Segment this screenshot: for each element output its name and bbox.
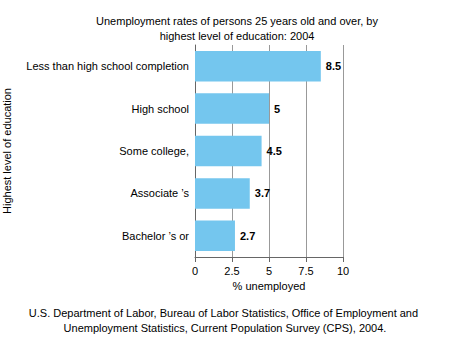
- svg-text:Unemployment rates of persons: Unemployment rates of persons 25 years o…: [96, 15, 378, 27]
- svg-text:Some college,: Some college,: [119, 145, 189, 157]
- svg-text:Less than high school completi: Less than high school completion: [26, 60, 189, 72]
- svg-text:U.S. Department of Labor, Bure: U.S. Department of Labor, Bureau of Labo…: [29, 307, 421, 319]
- svg-text:Highest level of education: Highest level of education: [1, 88, 13, 214]
- svg-text:0: 0: [192, 265, 198, 277]
- svg-text:Associate ’s: Associate ’s: [131, 187, 190, 199]
- svg-text:5: 5: [266, 265, 272, 277]
- svg-text:High school: High school: [132, 103, 189, 115]
- svg-text:2.5: 2.5: [224, 265, 239, 277]
- svg-text:4.5: 4.5: [267, 145, 282, 157]
- svg-text:5: 5: [274, 103, 280, 115]
- svg-text:highest level of education: 20: highest level of education: 2004: [160, 30, 315, 42]
- svg-text:10: 10: [337, 265, 349, 277]
- svg-text:2.7: 2.7: [240, 230, 255, 242]
- svg-text:% unemployed: % unemployed: [233, 280, 306, 292]
- svg-text:7.5: 7.5: [298, 265, 313, 277]
- svg-text:3.7: 3.7: [255, 187, 270, 199]
- svg-text:8.5: 8.5: [326, 60, 341, 72]
- svg-text:Bachelor ’s or: Bachelor ’s or: [122, 230, 189, 242]
- svg-text:Unemployment Statistics, Curre: Unemployment Statistics, Current Populat…: [64, 322, 387, 334]
